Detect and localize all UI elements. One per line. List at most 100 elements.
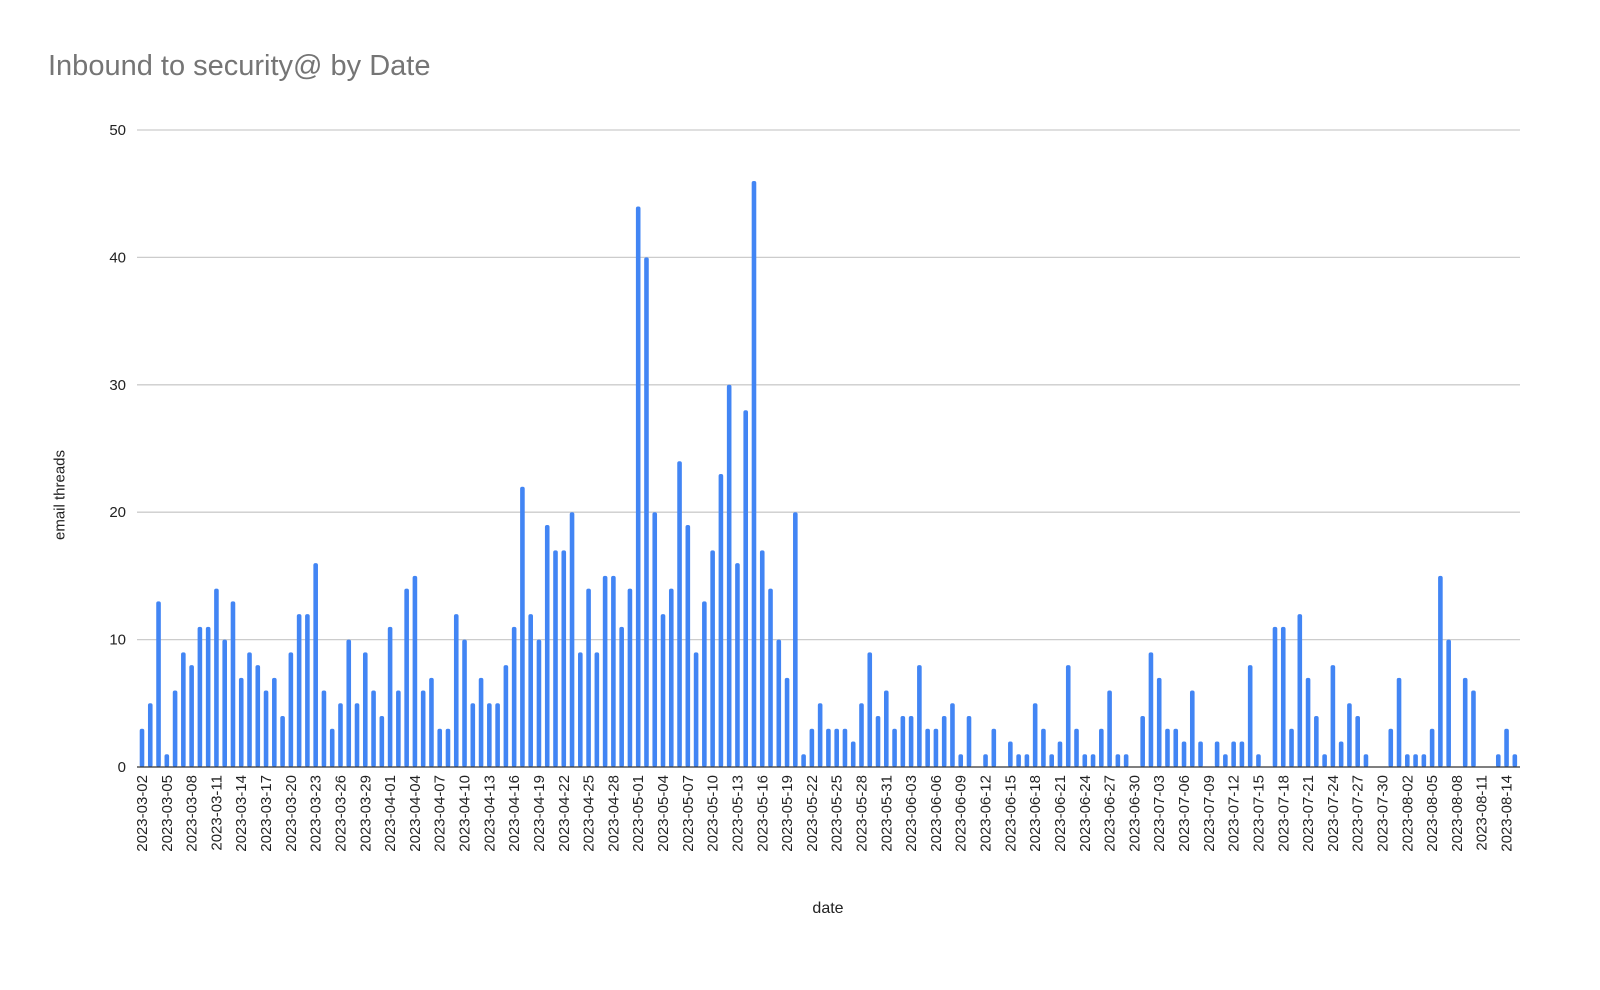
bar[interactable] xyxy=(172,690,178,767)
bar[interactable] xyxy=(536,639,542,767)
bar[interactable] xyxy=(313,563,318,767)
bar[interactable] xyxy=(652,512,658,767)
bar[interactable] xyxy=(181,652,186,767)
bar[interactable] xyxy=(214,588,219,767)
bar[interactable] xyxy=(809,728,815,767)
bar[interactable] xyxy=(1495,754,1501,767)
bar[interactable] xyxy=(1446,639,1451,767)
bar[interactable] xyxy=(1181,741,1187,767)
bar[interactable] xyxy=(1107,690,1112,767)
bar[interactable] xyxy=(189,665,194,767)
bar[interactable] xyxy=(693,652,699,767)
bar[interactable] xyxy=(644,257,649,767)
bar[interactable] xyxy=(685,524,691,767)
bar[interactable] xyxy=(611,575,616,767)
bar[interactable] xyxy=(222,639,227,767)
bar[interactable] xyxy=(983,754,988,767)
bar[interactable] xyxy=(900,716,906,767)
bar[interactable] xyxy=(139,728,145,767)
bar[interactable] xyxy=(702,601,707,767)
bar[interactable] xyxy=(197,626,203,767)
bar[interactable] xyxy=(1115,754,1121,767)
bar[interactable] xyxy=(826,728,831,767)
bar[interactable] xyxy=(147,703,153,767)
bar[interactable] xyxy=(1462,677,1468,767)
bar[interactable] xyxy=(1280,626,1286,767)
bar[interactable] xyxy=(668,588,674,767)
bar[interactable] xyxy=(1049,754,1054,767)
bar[interactable] xyxy=(420,690,426,767)
bar[interactable] xyxy=(205,626,211,767)
bar[interactable] xyxy=(362,652,368,767)
bar[interactable] xyxy=(1173,728,1179,767)
bar[interactable] xyxy=(1471,690,1476,767)
bar[interactable] xyxy=(561,550,567,767)
bar[interactable] xyxy=(867,652,873,767)
bar[interactable] xyxy=(1396,677,1402,767)
bar[interactable] xyxy=(1032,703,1038,767)
bar[interactable] xyxy=(1256,754,1261,767)
bar[interactable] xyxy=(1231,741,1236,767)
bar[interactable] xyxy=(925,728,930,767)
bar[interactable] xyxy=(1289,728,1294,767)
bar[interactable] xyxy=(933,728,939,767)
bar[interactable] xyxy=(1082,754,1088,767)
bar[interactable] xyxy=(735,563,740,767)
bar[interactable] xyxy=(387,626,393,767)
bar[interactable] xyxy=(396,690,401,767)
bar[interactable] xyxy=(991,728,997,767)
bar[interactable] xyxy=(437,728,443,767)
bar[interactable] xyxy=(156,601,161,767)
bar[interactable] xyxy=(1024,754,1030,767)
bar[interactable] xyxy=(1016,754,1021,767)
bar[interactable] xyxy=(908,716,914,767)
bar[interactable] xyxy=(412,575,418,767)
bar[interactable] xyxy=(164,754,170,767)
bar[interactable] xyxy=(1504,728,1509,767)
bar[interactable] xyxy=(1322,754,1327,767)
bar[interactable] xyxy=(1347,703,1352,767)
bar[interactable] xyxy=(1041,728,1046,767)
bar[interactable] xyxy=(578,652,583,767)
bar[interactable] xyxy=(321,690,327,767)
bar[interactable] xyxy=(950,703,955,767)
bar[interactable] xyxy=(619,626,624,767)
bar[interactable] xyxy=(884,690,889,767)
bar[interactable] xyxy=(1330,665,1336,767)
bar[interactable] xyxy=(1338,741,1344,767)
bar[interactable] xyxy=(850,741,856,767)
bar[interactable] xyxy=(635,206,641,767)
bar[interactable] xyxy=(726,384,732,767)
bar[interactable] xyxy=(445,728,451,767)
bar[interactable] xyxy=(1512,754,1518,767)
bar[interactable] xyxy=(470,703,476,767)
bar[interactable] xyxy=(544,524,550,767)
bar[interactable] xyxy=(743,410,749,767)
bar[interactable] xyxy=(354,703,360,767)
bar[interactable] xyxy=(462,639,467,767)
bar[interactable] xyxy=(478,677,484,767)
bar[interactable] xyxy=(379,716,385,767)
bar[interactable] xyxy=(280,716,285,767)
bar[interactable] xyxy=(677,461,682,767)
bar[interactable] xyxy=(1355,716,1360,767)
bar[interactable] xyxy=(1214,741,1220,767)
bar[interactable] xyxy=(817,703,823,767)
bar[interactable] xyxy=(1140,716,1145,767)
bar[interactable] xyxy=(503,665,509,767)
bar[interactable] xyxy=(793,512,798,767)
bar[interactable] xyxy=(305,614,310,767)
bar[interactable] xyxy=(238,677,244,767)
bar[interactable] xyxy=(1189,690,1195,767)
bar[interactable] xyxy=(1057,741,1063,767)
bar[interactable] xyxy=(892,728,897,767)
bar[interactable] xyxy=(553,550,558,767)
bar[interactable] xyxy=(272,677,277,767)
bar[interactable] xyxy=(602,575,608,767)
bar[interactable] xyxy=(784,677,790,767)
bar[interactable] xyxy=(1239,741,1245,767)
bar[interactable] xyxy=(718,473,724,767)
bar[interactable] xyxy=(958,754,964,767)
bar[interactable] xyxy=(263,690,269,767)
bar[interactable] xyxy=(338,703,343,767)
